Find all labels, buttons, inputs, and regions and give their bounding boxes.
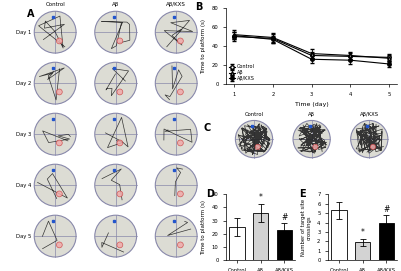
Circle shape: [34, 164, 76, 206]
Text: #: #: [383, 205, 389, 214]
Circle shape: [34, 11, 76, 53]
Circle shape: [178, 38, 183, 44]
Circle shape: [95, 113, 137, 155]
Circle shape: [117, 191, 123, 197]
Circle shape: [95, 215, 137, 257]
Text: B: B: [196, 2, 203, 12]
X-axis label: Time (day): Time (day): [295, 102, 328, 107]
Circle shape: [34, 113, 76, 155]
Circle shape: [255, 144, 260, 150]
Title: Aβ/KXS: Aβ/KXS: [166, 2, 186, 7]
Bar: [253, 213, 268, 260]
Circle shape: [155, 62, 197, 104]
Circle shape: [155, 164, 197, 206]
Text: Day 2: Day 2: [16, 81, 31, 86]
Circle shape: [34, 215, 76, 257]
Text: D: D: [206, 189, 214, 199]
Y-axis label: Number of target site
crossings: Number of target site crossings: [301, 199, 312, 256]
Circle shape: [117, 140, 123, 146]
Title: Aβ/KXS: Aβ/KXS: [360, 112, 379, 117]
Circle shape: [313, 144, 318, 150]
Circle shape: [371, 144, 376, 150]
Legend: Control, Aβ, Aβ/KXS: Control, Aβ, Aβ/KXS: [229, 64, 255, 82]
Circle shape: [155, 11, 197, 53]
Circle shape: [178, 89, 183, 95]
Y-axis label: Time to platform (s): Time to platform (s): [201, 18, 207, 73]
Bar: [331, 210, 346, 260]
Circle shape: [178, 140, 183, 146]
Bar: [379, 222, 394, 260]
Text: Day 3: Day 3: [16, 132, 31, 137]
Circle shape: [57, 140, 62, 146]
Circle shape: [117, 38, 123, 44]
Circle shape: [57, 191, 62, 197]
Text: Day 5: Day 5: [16, 234, 31, 238]
Text: E: E: [299, 189, 306, 199]
Circle shape: [117, 242, 123, 248]
Text: #: #: [281, 213, 288, 222]
Title: Aβ: Aβ: [112, 2, 119, 7]
Circle shape: [57, 242, 62, 248]
Text: *: *: [259, 193, 263, 202]
Circle shape: [350, 121, 388, 158]
Title: Aβ: Aβ: [308, 112, 315, 117]
Text: Day 4: Day 4: [16, 183, 31, 188]
Circle shape: [57, 38, 62, 44]
Text: C: C: [204, 123, 211, 133]
Circle shape: [95, 11, 137, 53]
Bar: [229, 227, 245, 260]
Bar: [355, 242, 370, 260]
Circle shape: [155, 113, 197, 155]
Circle shape: [178, 242, 183, 248]
Title: Control: Control: [45, 2, 65, 7]
Circle shape: [95, 62, 137, 104]
Circle shape: [34, 62, 76, 104]
Circle shape: [95, 164, 137, 206]
Circle shape: [117, 89, 123, 95]
Text: *: *: [360, 228, 365, 237]
Circle shape: [155, 215, 197, 257]
Circle shape: [235, 121, 273, 158]
Text: Day 1: Day 1: [16, 30, 31, 35]
Bar: [277, 230, 292, 260]
Title: Control: Control: [245, 112, 263, 117]
Circle shape: [293, 121, 330, 158]
Y-axis label: Time to platform (s): Time to platform (s): [201, 200, 207, 255]
Circle shape: [178, 191, 183, 197]
Text: A: A: [27, 9, 35, 20]
Circle shape: [57, 89, 62, 95]
